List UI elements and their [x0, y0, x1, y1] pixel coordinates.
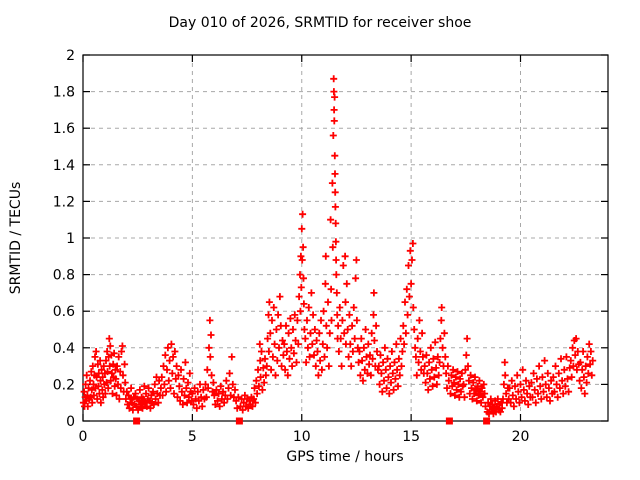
y-tick-label: 0.8 [53, 268, 75, 284]
zero-value-marker [133, 417, 141, 425]
y-tick-label: 1.2 [53, 194, 75, 210]
y-tick-label: 0.6 [53, 304, 75, 320]
y-tick-label: 1.8 [53, 85, 75, 101]
zero-value-marker [445, 417, 453, 425]
zero-value-marker [235, 417, 243, 425]
zero-value-marker [483, 417, 491, 425]
y-tick-label: 1 [66, 231, 75, 247]
data-points [79, 75, 597, 418]
y-tick-label: 0.2 [53, 377, 75, 393]
x-tick-label: 15 [402, 429, 420, 445]
y-tick-label: 1.6 [53, 121, 75, 137]
x-tick-label: 20 [512, 429, 530, 445]
y-tick-label: 1.4 [53, 158, 75, 174]
y-tick-label: 2 [66, 48, 75, 64]
chart-title: Day 010 of 2026, SRMTID for receiver sho… [168, 15, 472, 31]
y-tick-label: 0.4 [53, 341, 75, 357]
x-tick-label: 10 [293, 429, 311, 445]
y-tick-label: 0 [66, 414, 75, 430]
x-tick-label: 0 [79, 429, 88, 445]
x-tick-label: 5 [188, 429, 197, 445]
x-axis-label: GPS time / hours [286, 449, 404, 465]
